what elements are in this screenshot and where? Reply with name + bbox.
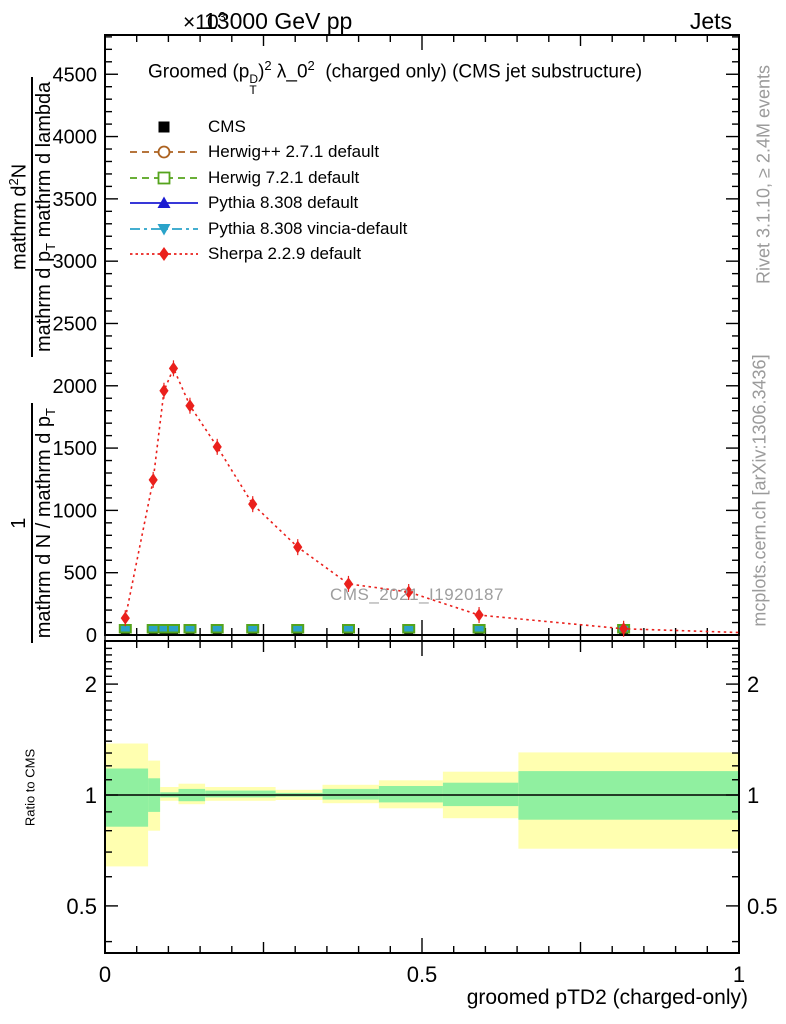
- legend-item-3: Pythia 8.308 default: [128, 191, 407, 217]
- legend-label: Pythia 8.308 default: [208, 193, 359, 213]
- x-axis-label: groomed pTD2 (charged-only): [466, 986, 748, 1009]
- y-tick-label: 3500: [53, 189, 98, 211]
- y-axis-scale-multiplier: ×103: [183, 9, 226, 34]
- y-tick-label: 2000: [53, 376, 98, 398]
- mc-overlap-marker: [472, 624, 486, 634]
- legend-marker-icon: [130, 196, 198, 209]
- mc-overlap-marker: [342, 624, 355, 634]
- legend-marker-icon: [130, 247, 198, 262]
- legend-label: Sherpa 2.2.9 default: [208, 244, 362, 264]
- collision-header: 13000 GeV pp: [204, 8, 353, 34]
- legend-marker-icon: [158, 121, 170, 133]
- sherpa-point: [168, 361, 179, 375]
- legend-item-2: Herwig 7.2.1 default: [128, 165, 407, 191]
- x-tick-label: 0: [99, 962, 111, 987]
- plot-title: Groomed (p D T)2 λ_02 (charged only) (CMS …: [148, 58, 643, 98]
- watermark: CMS_2021_I1920187: [330, 585, 504, 604]
- sherpa-point: [619, 622, 629, 636]
- mcplots-arxiv-note: mcplots.cern.ch [arXiv:1306.3436]: [749, 354, 770, 627]
- legend-item-0: CMS: [128, 114, 407, 140]
- legend-item-1: Herwig++ 2.7.1 default: [128, 140, 407, 166]
- y-axis-label-fraction-2: mathrm d2N mathrm d pT mathrm d lambda: [6, 76, 60, 358]
- mc-overlap-marker: [246, 624, 260, 634]
- sherpa-point: [474, 608, 484, 622]
- y-tick-label: 3000: [53, 251, 98, 273]
- y-axis-label: 1 mathrm d N / mathrm d pT mathrm d2N ma…: [6, 50, 60, 670]
- sherpa-point: [404, 585, 414, 599]
- y-tick-label: 2500: [53, 313, 98, 335]
- y-tick-label: 4500: [53, 64, 98, 86]
- sherpa-point: [248, 497, 258, 511]
- y-tick-label: 0: [86, 625, 97, 647]
- mc-overlap-marker: [210, 624, 224, 634]
- mc-overlap-marker: [146, 624, 160, 634]
- ratio-axis-label: Ratio to CMS: [22, 748, 38, 827]
- legend-item-4: Pythia 8.308 vincia-default: [128, 216, 407, 242]
- ratio-tick-label-right: 1: [747, 783, 759, 808]
- y-tick-label: 4000: [53, 127, 98, 149]
- y-tick-label: 1500: [53, 438, 98, 460]
- analysis-tag: Jets: [689, 8, 732, 34]
- legend-label: Herwig 7.2.1 default: [208, 167, 360, 187]
- sherpa-point: [343, 577, 354, 591]
- sherpa-point: [293, 540, 303, 554]
- ratio-band-green: [105, 768, 149, 827]
- sherpa-point: [185, 399, 195, 413]
- legend-label: Pythia 8.308 vincia-default: [208, 218, 408, 238]
- legend: CMS Herwig++ 2.7.1 default Herwig 7.2.1 de…: [128, 114, 407, 267]
- legend-label: Herwig++ 2.7.1 default: [208, 142, 380, 162]
- legend-marker-icon: [130, 171, 198, 185]
- legend-item-5: Sherpa 2.2.9 default: [128, 242, 407, 268]
- ratio-band-green: [205, 790, 276, 798]
- ratio-tick-label-right: 0.5: [747, 894, 778, 919]
- legend-marker-icon: [130, 223, 198, 236]
- ratio-tick-label-left: 1: [85, 783, 97, 808]
- mc-overlap-marker: [402, 624, 416, 634]
- mc-overlap-marker: [291, 624, 305, 634]
- x-tick-label: 1: [733, 962, 745, 987]
- y-axis-label-fraction-1: 1 mathrm d N / mathrm d pT: [8, 403, 59, 644]
- rivet-version-note: Rivet 3.1.10, ≥ 2.4M events: [753, 65, 774, 284]
- ratio-tick-label-right: 2: [747, 672, 759, 697]
- ratio-tick-label-left: 0.5: [66, 894, 97, 919]
- y-tick-label: 1000: [53, 500, 98, 522]
- y-tick-label: 500: [64, 563, 97, 585]
- mc-overlap-marker: [167, 624, 180, 634]
- ratio-tick-label-left: 2: [85, 672, 97, 697]
- legend-label: CMS: [208, 116, 246, 136]
- sherpa-point: [120, 611, 130, 625]
- x-tick-label: 0.5: [407, 962, 438, 987]
- sherpa-point: [159, 384, 169, 398]
- sherpa-point: [212, 440, 222, 454]
- legend-marker-icon: [130, 145, 198, 159]
- mc-overlap-marker: [183, 624, 197, 634]
- sherpa-point: [148, 473, 158, 487]
